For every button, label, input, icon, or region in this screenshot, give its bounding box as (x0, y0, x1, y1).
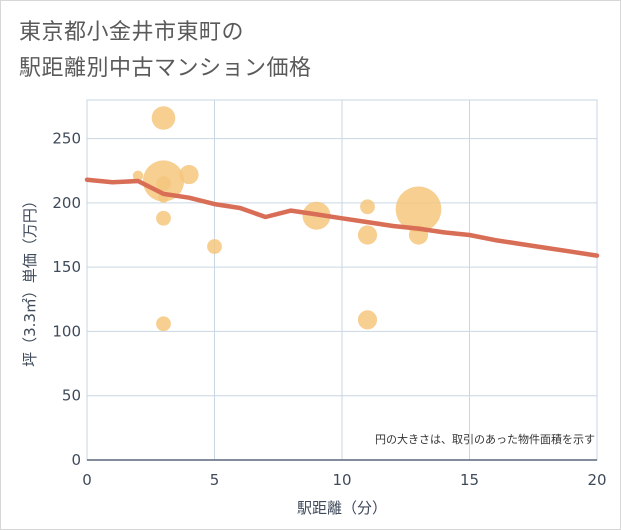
y-tick-label: 0 (71, 451, 81, 469)
x-tick-label: 10 (332, 471, 351, 489)
data-bubble (156, 176, 171, 191)
x-axis-label: 駅距離（分） (297, 499, 387, 517)
data-bubble (156, 210, 171, 226)
y-tick-label: 250 (52, 130, 81, 148)
bubble-series (132, 106, 442, 332)
x-tick-label: 0 (82, 471, 92, 489)
trend-line-group (84, 177, 600, 258)
grid-lines (86, 99, 598, 461)
data-bubble (360, 199, 375, 215)
chart-title-line2: 駅距離別中古マンション価格 (19, 56, 312, 81)
data-bubble (395, 186, 442, 233)
x-tick-label: 20 (587, 471, 606, 489)
data-bubble (179, 164, 199, 185)
x-tick-label: 15 (460, 471, 479, 489)
y-tick-label: 200 (52, 194, 81, 212)
data-bubble (132, 170, 144, 182)
x-tick-label: 5 (210, 471, 220, 489)
data-bubble (207, 239, 222, 254)
bubble-size-note: 円の大きさは、取引のあった物件面積を示す (375, 432, 595, 446)
data-bubble (151, 106, 176, 130)
chart-title-line1: 東京都小金井市東町の (19, 20, 245, 45)
y-tick-label: 100 (52, 322, 81, 340)
data-bubble (357, 225, 378, 245)
tick-labels: 0 50 100 150 200 250 0 5 10 15 20 (52, 130, 606, 489)
y-tick-label: 150 (52, 258, 81, 276)
y-tick-label: 50 (62, 387, 81, 405)
y-axis-label: 坪（3.3㎡）単価（万円） (21, 193, 39, 367)
trend-line (84, 177, 600, 258)
chart-title: 東京都小金井市東町の 駅距離別中古マンション価格 (19, 15, 312, 87)
data-bubble (156, 316, 171, 332)
data-bubble (357, 310, 378, 330)
